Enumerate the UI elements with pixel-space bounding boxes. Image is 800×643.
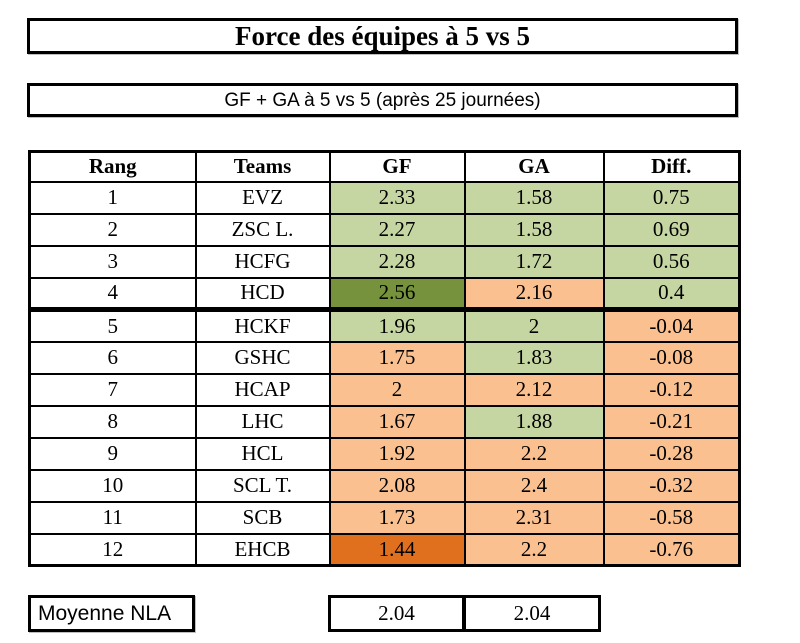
ga-cell: 2 xyxy=(463,308,605,343)
page-title: Force des équipes à 5 vs 5 xyxy=(235,21,530,51)
team-cell: EVZ xyxy=(194,180,331,215)
team-cell: HCD xyxy=(194,276,331,312)
gf-cell: 2 xyxy=(328,372,466,407)
table-row: 2 ZSC L. 2.27 1.58 0.69 xyxy=(28,212,741,247)
team-cell: LHC xyxy=(194,404,331,439)
gf-cell: 2.56 xyxy=(328,276,466,312)
table-row: 12 EHCB 1.44 2.2 -0.76 xyxy=(28,532,741,567)
rank-cell: 12 xyxy=(28,532,197,567)
gf-cell: 2.27 xyxy=(328,212,466,247)
table-row: 9 HCL 1.92 2.2 -0.28 xyxy=(28,436,741,471)
diff-cell: 0.69 xyxy=(602,212,741,247)
table-row: 8 LHC 1.67 1.88 -0.21 xyxy=(28,404,741,439)
table-row-playoff-line: 4 HCD 2.56 2.16 0.4 xyxy=(28,276,741,312)
team-cell: GSHC xyxy=(194,340,331,375)
team-cell: EHCB xyxy=(194,532,331,567)
team-cell: HCKF xyxy=(194,308,331,343)
team-cell: ZSC L. xyxy=(194,212,331,247)
rank-cell: 7 xyxy=(28,372,197,407)
team-cell: HCFG xyxy=(194,244,331,279)
gf-cell: 1.67 xyxy=(328,404,466,439)
rank-cell: 3 xyxy=(28,244,197,279)
rank-cell: 1 xyxy=(28,180,197,215)
diff-cell: -0.76 xyxy=(602,532,741,567)
team-cell: HCAP xyxy=(194,372,331,407)
table-row: 11 SCB 1.73 2.31 -0.58 xyxy=(28,500,741,535)
title-box: Force des équipes à 5 vs 5 xyxy=(27,18,738,54)
table-row: 3 HCFG 2.28 1.72 0.56 xyxy=(28,244,741,279)
table-row: 5 HCKF 1.96 2 -0.04 xyxy=(28,308,741,343)
diff-cell: -0.58 xyxy=(602,500,741,535)
diff-cell: -0.12 xyxy=(602,372,741,407)
moyenne-nla-label: Moyenne NLA xyxy=(28,595,195,632)
gf-average-cell: 2.04 xyxy=(328,595,465,632)
ga-cell: 2.31 xyxy=(463,500,605,535)
gf-cell: 2.33 xyxy=(328,180,466,215)
ga-cell: 1.88 xyxy=(463,404,605,439)
ga-cell: 1.58 xyxy=(463,180,605,215)
team-cell: HCL xyxy=(194,436,331,471)
league-average-row: Moyenne NLA 2.04 2.04 xyxy=(0,595,800,632)
rank-cell: 5 xyxy=(28,308,197,343)
average-cells: 2.04 2.04 xyxy=(328,595,601,632)
diff-cell: -0.28 xyxy=(602,436,741,471)
ga-cell: 1.83 xyxy=(463,340,605,375)
header-gf: GF xyxy=(328,150,466,183)
rank-cell: 10 xyxy=(28,468,197,503)
diff-cell: 0.56 xyxy=(602,244,741,279)
gf-cell: 1.75 xyxy=(328,340,466,375)
header-rang: Rang xyxy=(28,150,197,183)
gf-cell: 1.92 xyxy=(328,436,466,471)
rank-cell: 4 xyxy=(28,276,197,312)
gf-cell: 1.73 xyxy=(328,500,466,535)
diff-cell: 0.75 xyxy=(602,180,741,215)
header-ga: GA xyxy=(463,150,605,183)
ga-cell: 2.16 xyxy=(463,276,605,312)
table-row: 7 HCAP 2 2.12 -0.12 xyxy=(28,372,741,407)
ga-cell: 1.58 xyxy=(463,212,605,247)
ga-cell: 2.12 xyxy=(463,372,605,407)
header-row: Rang Teams GF GA Diff. xyxy=(28,150,741,183)
rank-cell: 11 xyxy=(28,500,197,535)
ga-cell: 1.72 xyxy=(463,244,605,279)
standings-table: Rang Teams GF GA Diff. 1 EVZ 2.33 1.58 0… xyxy=(28,150,741,567)
diff-cell: -0.32 xyxy=(602,468,741,503)
ga-cell: 2.4 xyxy=(463,468,605,503)
ga-average-cell: 2.04 xyxy=(464,595,601,632)
rank-cell: 6 xyxy=(28,340,197,375)
table-row: 1 EVZ 2.33 1.58 0.75 xyxy=(28,180,741,215)
rank-cell: 8 xyxy=(28,404,197,439)
team-cell: SCL T. xyxy=(194,468,331,503)
rank-cell: 9 xyxy=(28,436,197,471)
table-row: 6 GSHC 1.75 1.83 -0.08 xyxy=(28,340,741,375)
table-row: 10 SCL T. 2.08 2.4 -0.32 xyxy=(28,468,741,503)
gf-cell: 1.44 xyxy=(328,532,466,567)
gf-cell: 1.96 xyxy=(328,308,466,343)
rank-cell: 2 xyxy=(28,212,197,247)
diff-cell: 0.4 xyxy=(602,276,741,312)
team-cell: SCB xyxy=(194,500,331,535)
diff-cell: -0.08 xyxy=(602,340,741,375)
header-teams: Teams xyxy=(194,150,331,183)
ga-cell: 2.2 xyxy=(463,436,605,471)
diff-cell: -0.21 xyxy=(602,404,741,439)
diff-cell: -0.04 xyxy=(602,308,741,343)
gf-cell: 2.08 xyxy=(328,468,466,503)
header-diff: Diff. xyxy=(602,150,741,183)
subtitle: GF + GA à 5 vs 5 (après 25 journées) xyxy=(224,90,541,111)
subtitle-box: GF + GA à 5 vs 5 (après 25 journées) xyxy=(27,83,738,117)
gf-cell: 2.28 xyxy=(328,244,466,279)
ga-cell: 2.2 xyxy=(463,532,605,567)
